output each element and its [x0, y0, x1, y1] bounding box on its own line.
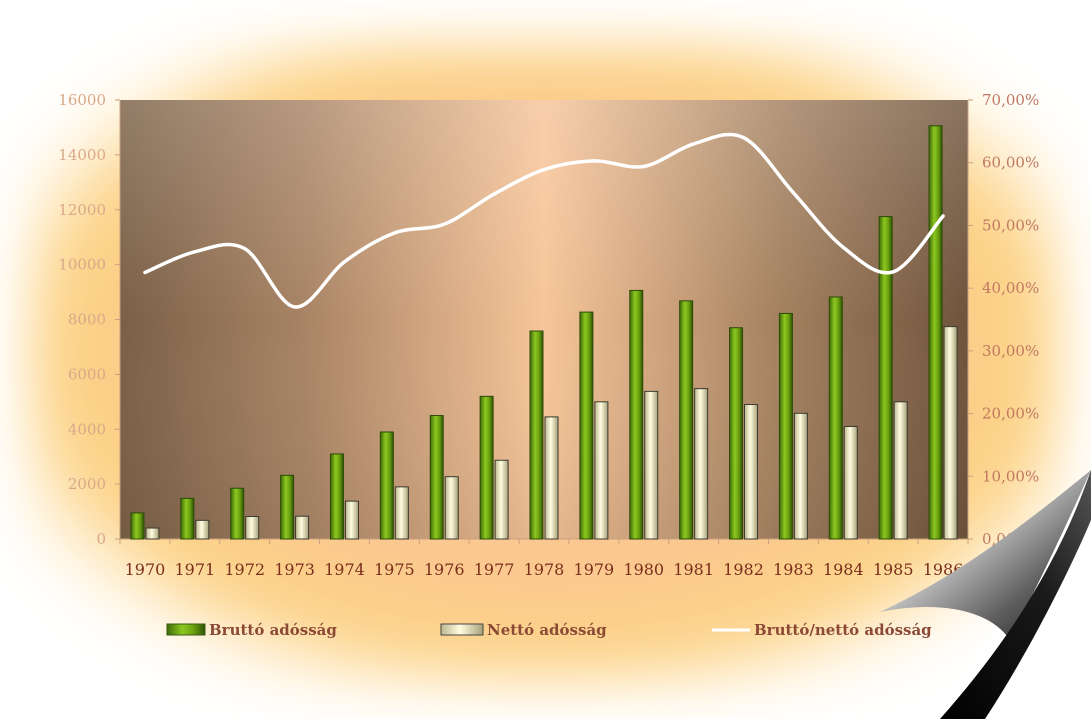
bar-netto: [744, 404, 759, 540]
bar-brutto: [529, 330, 544, 540]
series-netto-bars: [145, 326, 958, 540]
x-tick-label: 1985: [873, 560, 914, 579]
bar-netto: [344, 500, 359, 540]
y-tick-label-right: 10,00%: [982, 467, 1039, 485]
legend-label-ratio: Bruttó/nettó adósság: [754, 621, 932, 639]
bar-netto: [245, 516, 260, 540]
x-tick-label: 1979: [574, 560, 615, 579]
y-axis-left-ticks: 0 2000 4000 6000 8000 10000 12000 14000 16000: [58, 91, 120, 548]
bar-netto: [644, 390, 659, 540]
y-tick-label-right: 30,00%: [982, 342, 1039, 360]
bar-brutto: [479, 395, 494, 540]
y-tick-label-right: 20,00%: [982, 405, 1039, 423]
bar-netto: [943, 326, 958, 540]
bar-netto: [394, 486, 409, 540]
y-tick-label-left: 6000: [68, 365, 106, 383]
bar-brutto: [878, 216, 893, 540]
y-tick-label-left: 10000: [58, 256, 106, 274]
y-tick-label-right: 40,00%: [982, 279, 1039, 297]
bar-brutto: [579, 311, 594, 540]
y-tick-label-left: 14000: [58, 146, 106, 164]
page-curl-front: [880, 470, 1091, 640]
bar-brutto: [280, 474, 295, 540]
bar-netto: [694, 388, 709, 540]
bar-netto: [594, 401, 609, 540]
y-tick-label-left: 12000: [58, 201, 106, 219]
bar-brutto: [828, 296, 843, 540]
bar-brutto: [629, 289, 644, 540]
y-tick-label-left: 16000: [58, 91, 106, 109]
page-curl-shadow: [935, 470, 1091, 719]
y-axis-right-ticks: 0,00%10,00%20,00%30,00%40,00%50,00%60,00…: [968, 91, 1039, 548]
y-tick-label-left: 4000: [68, 420, 106, 438]
plot-area-sheen: [120, 100, 968, 539]
x-axis-ticks: 1970 1971 1972 1973 1974 1975 1976 1977 1978 1979…: [119, 539, 969, 579]
bar-brutto: [679, 300, 694, 540]
x-tick-label: 1974: [324, 560, 365, 579]
legend-swatch-netto: [440, 623, 484, 636]
bar-netto: [843, 426, 858, 540]
bar-netto: [444, 476, 459, 540]
bar-brutto: [429, 415, 444, 540]
bar-brutto: [778, 312, 793, 540]
bar-brutto: [180, 497, 195, 540]
bar-brutto: [329, 453, 344, 540]
bar-brutto: [230, 487, 245, 540]
legend: Bruttó adósság Nettó adósság Bruttó/nett…: [166, 621, 932, 639]
x-tick-label: 1983: [773, 560, 814, 579]
y-tick-label-left: 8000: [68, 311, 106, 329]
bar-brutto: [130, 512, 145, 540]
x-tick-label: 1977: [474, 560, 515, 579]
x-tick-label: 1970: [125, 560, 166, 579]
x-tick-label: 1981: [673, 560, 714, 579]
x-tick-label: 1980: [623, 560, 664, 579]
page-curl-back: [940, 470, 1091, 719]
y-tick-label-right: 70,00%: [982, 91, 1039, 109]
x-tick-label: 1976: [424, 560, 465, 579]
y-tick-label-left: 2000: [68, 475, 106, 493]
x-tick-label: 1973: [274, 560, 315, 579]
x-tick-label: 1971: [174, 560, 215, 579]
bar-netto: [145, 527, 160, 540]
bar-brutto: [928, 125, 943, 540]
legend-label-netto: Nettó adósság: [487, 621, 607, 639]
y-tick-label-right: 50,00%: [982, 216, 1039, 234]
x-tick-label: 1975: [374, 560, 415, 579]
bar-netto: [295, 515, 310, 540]
legend-label-brutto: Bruttó adósság: [209, 621, 337, 639]
y-tick-label-right: 60,00%: [982, 154, 1039, 172]
x-tick-label: 1982: [723, 560, 764, 579]
page-curl: [880, 470, 1091, 719]
bar-netto: [544, 416, 559, 540]
legend-swatch-brutto: [166, 623, 206, 636]
bar-netto: [893, 401, 908, 540]
y-tick-label-left: 0: [96, 530, 106, 548]
bar-netto: [494, 459, 509, 540]
bar-brutto: [729, 327, 744, 540]
bar-netto: [793, 412, 808, 540]
bar-netto: [195, 519, 210, 540]
x-tick-label: 1984: [823, 560, 864, 579]
x-tick-label: 1972: [224, 560, 265, 579]
x-tick-label: 1978: [524, 560, 565, 579]
series-ratio-line: [143, 132, 945, 309]
bar-brutto: [379, 431, 394, 540]
series-ratio-line-group: [143, 132, 945, 309]
